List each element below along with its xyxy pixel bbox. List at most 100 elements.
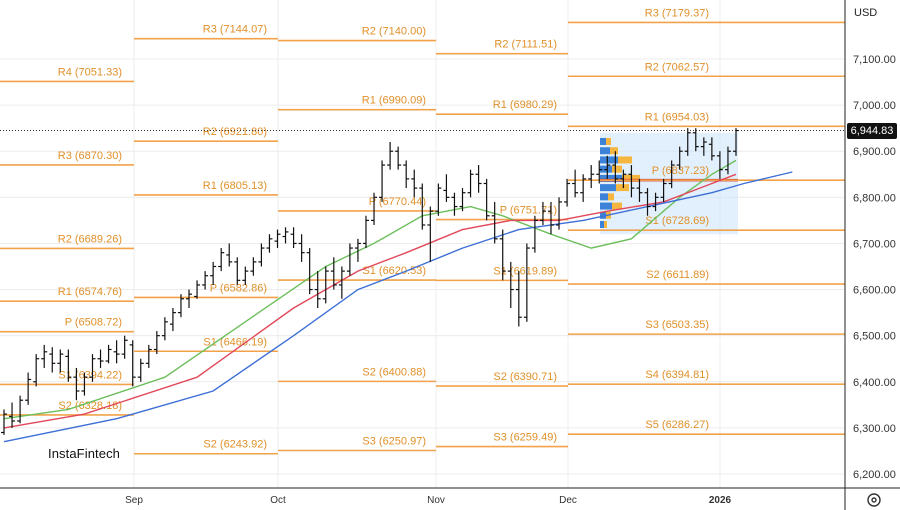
pivot-label: S3 (6503.35) (645, 319, 709, 331)
ohlc-bar (483, 178, 490, 221)
pivot-label: P (6770.44) (369, 196, 426, 208)
volume-profile-bar (600, 221, 604, 228)
pivot-label: S3 (6250.97) (362, 435, 426, 447)
ohlc-bar (660, 178, 667, 202)
pivot-label: P (6837.23) (652, 165, 709, 177)
volume-profile-bar-up (612, 202, 622, 210)
ohlc-bar (507, 261, 514, 308)
ohlc-bar (467, 169, 474, 198)
ohlc-bar (596, 160, 603, 184)
y-tick-label: 6,200.00 (853, 469, 896, 481)
ohlc-bar (515, 271, 522, 327)
y-tick-label: 6,700.00 (853, 238, 896, 250)
ohlc-bar (628, 165, 635, 198)
ohlc-bar (612, 151, 619, 184)
pivot-label: R1 (6805.13) (203, 180, 267, 192)
volume-profile-bar (600, 193, 608, 201)
ohlc-bar (17, 395, 24, 424)
pivot-label: S1 (6394.22) (58, 369, 122, 381)
ohlc-bar (387, 142, 394, 170)
ohlc-bar (588, 165, 595, 189)
ohlc-bar (644, 188, 651, 216)
ohlc-bar (435, 183, 442, 216)
y-tick-label: 6,300.00 (853, 423, 896, 435)
ohlc-bar (636, 178, 643, 202)
ohlc-bar (226, 243, 233, 267)
ohlc-bar (49, 347, 56, 373)
ohlc-bar (113, 340, 120, 364)
x-tick-label: Sep (125, 495, 143, 506)
ohlc-bar (129, 340, 136, 387)
x-tick-label: Oct (270, 495, 286, 506)
ohlc-bar (41, 344, 48, 368)
brand-watermark: InstaFintech (42, 444, 127, 463)
ohlc-bar (266, 234, 273, 253)
volume-profile-bar (600, 211, 606, 219)
ohlc-bar (210, 261, 217, 285)
price-bars (1, 128, 739, 435)
ohlc-bar (258, 243, 265, 267)
ohlc-bar (668, 160, 675, 189)
volume-profile-bar (600, 138, 606, 145)
volume-profile-bar-up (604, 221, 607, 228)
ohlc-bar (346, 243, 353, 276)
ohlc-bar (33, 354, 40, 387)
volume-profile-bar-up (612, 165, 622, 173)
ma-line-blue (3, 171, 793, 443)
ohlc-bar (547, 201, 554, 235)
ohlc-bar (371, 192, 378, 225)
pivot-label: S1 (6728.69) (645, 215, 709, 227)
pivot-label: S1 (6620.53) (362, 265, 426, 277)
ohlc-bar (322, 266, 329, 304)
ohlc-bar (97, 349, 104, 368)
y-tick-label: 7,000.00 (853, 100, 896, 112)
ohlc-bar (499, 229, 506, 281)
ohlc-bar (556, 197, 563, 230)
ohlc-bar (234, 257, 241, 285)
ohlc-bar (531, 215, 538, 253)
gear-icon[interactable] (866, 492, 882, 508)
ohlc-bar (580, 174, 587, 202)
ohlc-bar (298, 234, 305, 262)
ohlc-bar (290, 227, 297, 249)
ohlc-bar (121, 335, 128, 359)
ohlc-bar (338, 266, 345, 299)
ohlc-bar (708, 137, 715, 161)
volume-profile-bar (600, 174, 622, 182)
ohlc-bar (724, 146, 731, 175)
ohlc-bar (218, 248, 225, 272)
volume-profile-bar (600, 184, 616, 192)
ohlc-bar (194, 280, 201, 299)
ohlc-bar (145, 344, 152, 368)
pivot-label: P (6508.72) (65, 317, 122, 329)
ohlc-bar (620, 169, 627, 189)
ohlc-bar (411, 169, 418, 198)
ohlc-bar (314, 271, 321, 308)
ohlc-bar (169, 308, 176, 332)
ohlc-bar (427, 206, 434, 262)
ohlc-bar (202, 271, 209, 290)
ohlc-bar (523, 243, 530, 322)
ohlc-bar (572, 169, 579, 198)
pivot-label: S3 (6259.49) (493, 432, 557, 444)
ohlc-bar (475, 165, 482, 193)
pivot-label: R2 (7111.51) (494, 39, 557, 51)
pivot-label: R3 (7144.07) (203, 24, 267, 36)
volume-profile-bar-up (616, 184, 629, 192)
ohlc-bar (89, 354, 96, 382)
ohlc-bar (330, 257, 337, 290)
volume-profile-bar-up (618, 156, 632, 164)
currency-selector[interactable]: USD (848, 2, 894, 24)
pivot-label: R2 (7062.57) (645, 61, 709, 73)
pivot-label: S1 (6466.19) (203, 336, 267, 348)
ohlc-bar (1, 409, 7, 435)
x-tick-label: Dec (559, 495, 577, 506)
volume-profile-bar-up (608, 193, 614, 201)
ohlc-bar (81, 372, 88, 396)
ohlc-bar (137, 358, 144, 382)
current-price-label: 6,944.83 (847, 123, 897, 139)
pivot-label: R2 (7140.00) (362, 26, 426, 38)
ohlc-bar (73, 367, 80, 401)
